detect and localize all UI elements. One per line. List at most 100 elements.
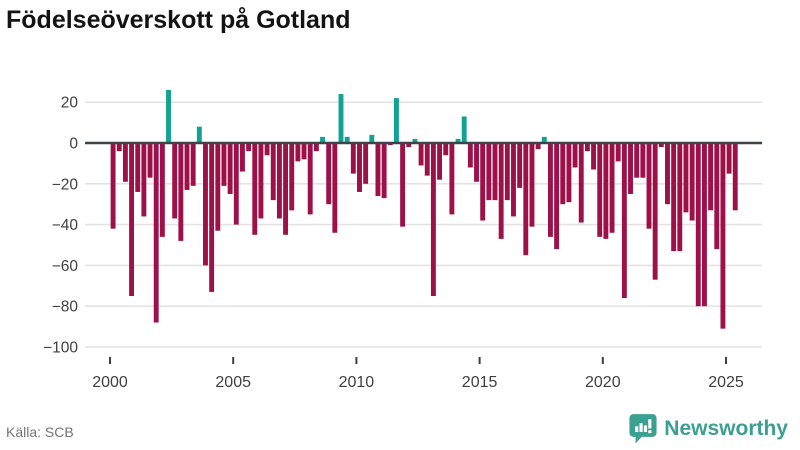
bar-2000-q3	[122, 143, 128, 182]
bar-2015-q2	[486, 143, 492, 201]
x-axis-label-2015: 2015	[462, 374, 498, 391]
bar-2017-q4	[547, 143, 553, 237]
bar-2010-q1	[357, 143, 362, 192]
bar-2017-q1	[529, 143, 535, 227]
bar-2001-q1	[135, 143, 141, 192]
bar-2009-q4	[350, 143, 356, 174]
bar-2001-q4	[153, 143, 159, 323]
bar-2016-q4	[523, 143, 529, 256]
bar-2017-q3	[541, 136, 547, 143]
bar-2011-q4	[400, 143, 406, 227]
bar-2002-q1	[159, 143, 165, 237]
bar-2002-q4	[178, 143, 184, 241]
bar-2017-q2	[535, 143, 541, 150]
x-axis-label-2010: 2010	[339, 374, 375, 391]
y-axis-label-0: 0	[69, 136, 78, 153]
bar-2000-q1	[110, 143, 116, 229]
bar-2003-q4	[203, 143, 208, 266]
bar-2014-q3	[467, 143, 473, 168]
bar-2014-q4	[474, 143, 479, 182]
bar-2000-q4	[129, 143, 135, 296]
bar-2023-q3	[689, 143, 695, 221]
bar-2002-q3	[172, 143, 178, 219]
bar-2010-q3	[369, 134, 375, 143]
brand-wordmark: Newsworthy	[664, 416, 788, 440]
bar-2016-q2	[511, 143, 516, 217]
bar-2019-q4	[597, 143, 603, 237]
bar-2003-q2	[190, 143, 196, 186]
bar-2006-q1	[258, 143, 264, 219]
newsworthy-logo[interactable]: Newsworthy	[629, 413, 788, 444]
bar-2013-q3	[443, 143, 449, 156]
bar-2020-q1	[603, 143, 609, 239]
bar-2005-q4	[252, 143, 258, 235]
bar-2011-q1	[381, 143, 387, 199]
bar-2019-q2	[584, 143, 590, 152]
y-axis-label-20: 20	[61, 95, 79, 112]
bar-2000-q2	[116, 143, 122, 152]
bar-2023-q2	[683, 143, 689, 213]
bar-2021-q2	[634, 143, 640, 178]
bar-2003-q1	[184, 143, 190, 190]
y-axis-label--80: −80	[52, 299, 79, 316]
bar-2015-q3	[492, 143, 498, 201]
bar-2004-q1	[209, 143, 215, 292]
bar-2012-q3	[418, 143, 424, 166]
bar-2024-q4	[720, 143, 726, 329]
bar-2005-q2	[239, 143, 245, 172]
bar-2018-q2	[560, 143, 566, 205]
bar-2006-q2	[264, 143, 270, 156]
bar-2007-q1	[283, 143, 289, 235]
bar-2019-q1	[578, 143, 584, 223]
y-axis-label--20: −20	[52, 176, 79, 193]
bar-2005-q3	[246, 143, 252, 152]
x-axis-label-2005: 2005	[215, 374, 251, 391]
bar-2003-q3	[196, 126, 202, 143]
bar-2012-q1	[406, 143, 412, 148]
chart-title: Födelseöverskott på Gotland	[6, 6, 351, 34]
y-axis-label--40: −40	[52, 217, 79, 234]
bar-2024-q3	[714, 143, 720, 250]
bar-2013-q2	[437, 143, 443, 180]
bar-2008-q3	[320, 136, 325, 143]
bar-2016-q1	[504, 143, 510, 201]
bar-2007-q4	[301, 143, 307, 160]
bar-2008-q1	[307, 143, 313, 215]
bar-2013-q4	[449, 143, 455, 215]
bar-2006-q4	[276, 143, 282, 219]
bar-2014-q1	[455, 138, 461, 143]
bar-2018-q4	[572, 143, 578, 168]
bar-2019-q3	[591, 143, 597, 170]
bar-2005-q1	[233, 143, 239, 225]
bar-2022-q3	[665, 143, 670, 205]
bar-2024-q1	[701, 143, 707, 307]
bar-2022-q1	[652, 143, 658, 280]
bar-2010-q2	[363, 143, 369, 184]
bar-2002-q2	[166, 89, 171, 143]
bar-2024-q2	[708, 143, 714, 211]
bar-2009-q1	[332, 143, 338, 233]
bar-2007-q2	[289, 143, 295, 211]
x-axis-label-2000: 2000	[92, 374, 128, 391]
bar-2012-q2	[412, 138, 418, 143]
bar-2015-q4	[498, 143, 504, 239]
bar-2022-q2	[658, 143, 664, 148]
bar-2023-q4	[695, 143, 701, 307]
bar-2020-q4	[621, 143, 627, 299]
bar-2015-q1	[480, 143, 486, 221]
bar-2021-q1	[628, 143, 633, 194]
bar-2020-q3	[615, 143, 621, 162]
bar-2001-q3	[147, 143, 153, 178]
bar-2014-q2	[461, 116, 467, 143]
bar-2006-q3	[270, 143, 276, 201]
bar-2004-q3	[221, 143, 227, 186]
bar-2010-q4	[375, 143, 381, 197]
bar-2004-q2	[215, 143, 221, 231]
newsworthy-pin-chart-icon	[629, 414, 657, 444]
bar-2025-q2	[732, 143, 738, 211]
bar-2016-q3	[517, 143, 523, 188]
bar-2009-q3	[344, 136, 350, 143]
source-note: Källa: SCB	[6, 424, 74, 440]
